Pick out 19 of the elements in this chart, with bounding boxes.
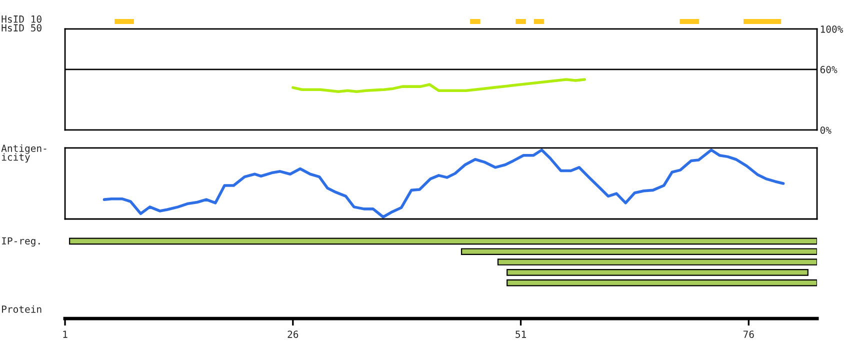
y-axis-title: IP-reg. (2, 237, 40, 247)
bar (114, 19, 134, 24)
bar (534, 19, 544, 24)
y-tick-label: 60% (820, 66, 838, 74)
bar (744, 19, 782, 24)
x-axis-title: Protein (2, 305, 42, 313)
bar (470, 19, 480, 24)
line-series (292, 78, 586, 93)
bar (680, 19, 700, 24)
y-axis-title: HsID 50 (2, 24, 42, 32)
y-tick-label: 0% (820, 126, 832, 134)
y-axis-title: Antigen- icity (1, 144, 46, 163)
x-tick-label: 51 (516, 330, 526, 338)
y-axis-title: HsID 10 (2, 15, 42, 23)
bar (516, 19, 526, 24)
x-tick-label: 76 (743, 330, 754, 338)
y-tick-label: 100% (820, 25, 844, 33)
x-tick-label: 1 (63, 330, 68, 338)
x-tick-label: 26 (288, 330, 298, 338)
